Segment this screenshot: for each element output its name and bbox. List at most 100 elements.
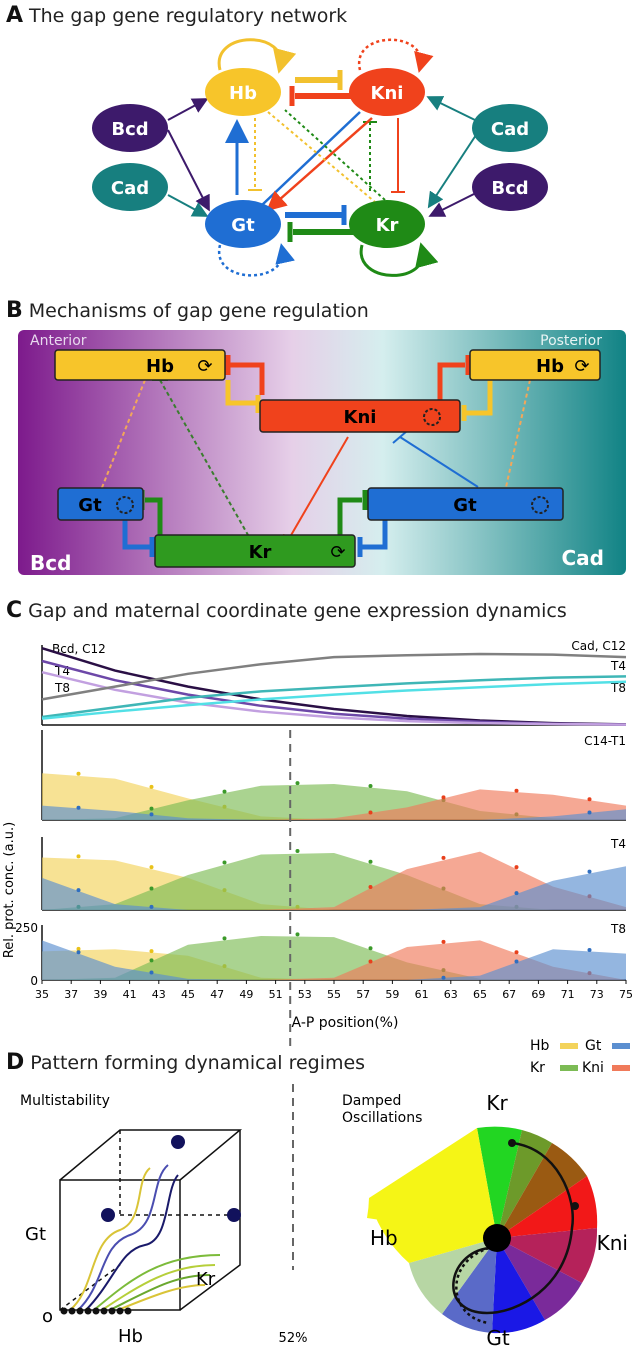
phase-wheel [367, 1126, 598, 1334]
dot-gt-row3 [514, 959, 519, 964]
x-tick-label-61: 61 [415, 988, 429, 1001]
dot-hb-row2 [149, 865, 154, 870]
gt-right-box [367, 487, 564, 521]
y-tick-250: 250 [15, 921, 38, 935]
state-space-cube [59, 1129, 243, 1311]
kr-self-activation [359, 242, 439, 277]
gap-gene-legend: Hb Gt Kr Kni [530, 1038, 630, 1076]
gt-right-oscillation-icon [531, 496, 549, 514]
legend-kni-label: Kni [582, 1060, 604, 1076]
oscillations-label: Oscillations [342, 1110, 422, 1126]
x-tick-label-37: 37 [64, 988, 78, 1001]
bcd-left-label: Bcd [111, 119, 148, 140]
cad-gradient-label: Cad [562, 546, 605, 570]
bcd-right-node [472, 163, 548, 211]
x-tick-label-69: 69 [531, 988, 545, 1001]
x-tick-label-35: 35 [35, 988, 49, 1001]
panel-a-title: A The gap gene regulatory network [6, 3, 347, 28]
cad-t4-label: T4 [610, 659, 626, 673]
mechanisms-diagram: Anterior Posterior Bcd Cad Hb ⟳ Hb ⟳ Kni… [18, 330, 626, 575]
legend-hb-label: Hb [530, 1038, 550, 1054]
dot-hb-row1 [76, 771, 81, 776]
area-kni-row2 [42, 851, 626, 910]
panel-d-letter: D [6, 1050, 25, 1075]
x-tick-label-67: 67 [502, 988, 516, 1001]
dot-kni-row2 [514, 865, 519, 870]
dot-kr-row2 [222, 860, 227, 865]
cad-c12-label: Cad, C12 [571, 639, 626, 653]
kni-hb-left-repression [225, 362, 265, 395]
dot-kr-row3 [295, 932, 300, 937]
area-kr-row2 [42, 853, 626, 910]
panel-b-title-text: Mechanisms of gap gene regulation [28, 300, 369, 322]
kr-cycle-icon: ⟳ [330, 542, 345, 563]
damped-label: Damped [342, 1093, 401, 1109]
hb-right-box [469, 349, 601, 381]
wheel-label-kr: Kr [486, 1091, 508, 1115]
kni-node [349, 68, 425, 116]
maternal-line-cad-t4 [41, 675, 627, 719]
panel-c-title: C Gap and maternal coordinate gene expres… [6, 598, 567, 623]
cad-left-label: Cad [111, 178, 149, 199]
cad-right-label: Cad [491, 119, 529, 140]
kr-label: Kr [249, 542, 272, 563]
x-tick-label-51: 51 [269, 988, 283, 1001]
area-kni-row1 [42, 789, 626, 820]
cube-origin: o [42, 1306, 53, 1327]
panel-d-title: D Pattern forming dynamical regimes [6, 1050, 365, 1075]
legend-kr-swatch [560, 1065, 578, 1071]
dot-kni-row3 [514, 950, 519, 955]
hb-right-label: Hb [536, 356, 564, 377]
dot-kr-row1 [222, 789, 227, 794]
bcd-c12-label: Bcd, C12 [52, 642, 106, 656]
x-tick-label-45: 45 [181, 988, 195, 1001]
cad-activates-kr [427, 131, 479, 209]
posterior-label: Posterior [540, 333, 602, 349]
gt-node [205, 200, 281, 248]
dot-gt-row3 [76, 950, 81, 955]
bcd-activates-kr [428, 191, 479, 217]
kr-hb-left-repression [159, 379, 249, 536]
x-tick-label-49: 49 [239, 988, 253, 1001]
dot-gt-row1 [587, 810, 592, 815]
maternal-line-cad-t8 [41, 680, 627, 720]
bcd-left-node [92, 104, 168, 152]
y-axis-label: Rel. prot. conc. (a.u.) [2, 822, 17, 958]
cube-axis-hb: Hb [118, 1326, 143, 1347]
kni-kr-repression [289, 436, 349, 538]
dot-kr-row2 [368, 859, 373, 864]
panel-a-letter: A [6, 3, 24, 28]
dot-kni-row2 [368, 885, 373, 890]
cad-activates-kni [426, 96, 476, 121]
dot-gt-row2 [149, 904, 154, 909]
kr-node-label: Kr [376, 215, 399, 236]
x-tick-label-75: 75 [619, 988, 632, 1001]
bcd-gradient-label: Bcd [30, 551, 71, 575]
x-tick-label-71: 71 [561, 988, 575, 1001]
x-axis-label: A-P position(%) [292, 1015, 399, 1031]
gt-node-label: Gt [231, 215, 255, 236]
bcd-activates-hb [167, 98, 209, 121]
dot-gt-row3 [587, 947, 592, 952]
dot-kni-row2 [441, 855, 446, 860]
gt-kni-repression [399, 436, 479, 488]
area-gt-row3 [42, 940, 626, 980]
area-kni-row3 [42, 940, 626, 980]
dot-gt-row2 [514, 891, 519, 896]
x-tick-label-73: 73 [590, 988, 604, 1001]
dot-gt-row1 [76, 805, 81, 810]
cad-left-node [92, 163, 168, 211]
trajectories [69, 1164, 221, 1311]
hb-right-kni-repression [466, 380, 493, 416]
kni-label: Kni [344, 407, 377, 428]
hb-node [205, 68, 281, 116]
wheel-label-hb: Hb [370, 1226, 398, 1250]
hb-gt-right-repression [501, 379, 531, 506]
gt-represses-kni [261, 111, 361, 206]
legend-kr-label: Kr [530, 1060, 545, 1076]
cube-axis-kr: Kr [196, 1269, 216, 1290]
legend-hb-swatch [560, 1043, 578, 1049]
kni-box [259, 399, 461, 433]
dot-kr-row1 [149, 806, 154, 811]
dot-kr-row2 [149, 886, 154, 891]
